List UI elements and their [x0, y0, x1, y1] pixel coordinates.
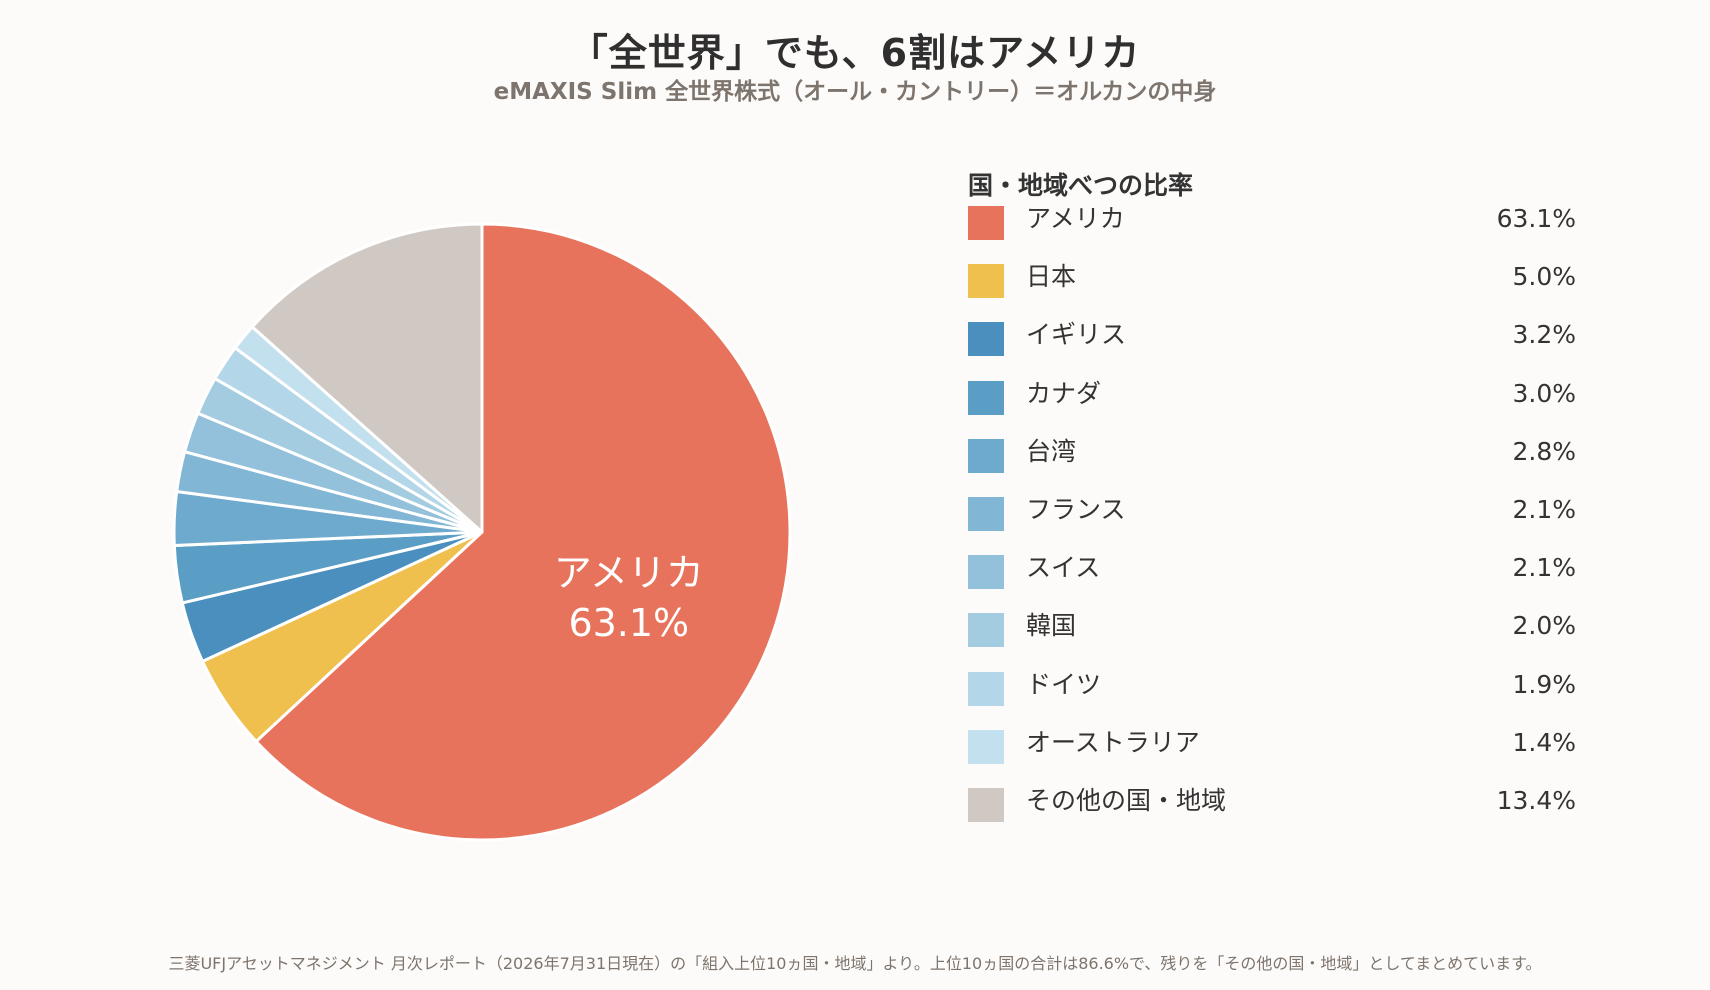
legend-title: 国・地域べつの比率: [968, 171, 1194, 200]
legend-item: その他の国・地域 13.4%: [968, 786, 1576, 822]
legend-label: 台湾: [1026, 436, 1077, 466]
legend-label: アメリカ: [1026, 204, 1125, 233]
pie-slice-11: [250, 222, 484, 534]
chart-title: 「全世界」でも、6割はアメリカ: [569, 31, 1141, 75]
legend-value: 1.4%: [1512, 727, 1576, 757]
legend-value: 3.2%: [1512, 320, 1576, 350]
legend-swatch: [968, 497, 1004, 531]
legend-value: 2.8%: [1512, 436, 1576, 466]
legend-value: 2.0%: [1512, 611, 1576, 641]
legend-item: アメリカ 63.1%: [968, 204, 1576, 240]
legend-value: 13.4%: [1496, 786, 1576, 815]
footnote: 三菱UFJアセットマネジメント 月次レポート（2026年7月31日現在）の「組入…: [168, 954, 1542, 973]
legend-value: 2.1%: [1512, 553, 1576, 583]
legend-label: 韓国: [1026, 611, 1077, 641]
legend-swatch: [968, 438, 1004, 473]
legend-label: 日本: [1026, 262, 1077, 292]
slice-label-value: 63.1%: [568, 601, 689, 645]
legend-item: フランス 2.1%: [968, 495, 1576, 531]
legend-swatch: [968, 322, 1004, 357]
legend-label: イギリス: [1026, 320, 1127, 350]
pie-chart: アメリカ 63.1%: [162, 212, 802, 852]
legend-swatch: [968, 380, 1004, 415]
legend-swatch: [968, 729, 1004, 764]
legend-value: 5.0%: [1512, 262, 1576, 292]
legend-item: ドイツ 1.9%: [968, 670, 1576, 706]
legend-item: 日本 5.0%: [968, 262, 1576, 299]
legend-label: フランス: [1026, 495, 1126, 524]
legend-item: 台湾 2.8%: [968, 437, 1576, 473]
legend-swatch: [968, 206, 1004, 240]
legend-label: スイス: [1026, 553, 1101, 583]
pie-svg: アメリカ 63.1%: [172, 222, 792, 842]
legend-item: オーストラリア 1.4%: [968, 728, 1576, 764]
legend-swatch: [968, 788, 1004, 822]
legend-item: 韓国 2.0%: [968, 611, 1576, 648]
legend-value: 2.1%: [1512, 495, 1576, 524]
legend-label: ドイツ: [1026, 669, 1102, 699]
legend-value: 3.0%: [1512, 378, 1576, 408]
legend-item: イギリス 3.2%: [968, 320, 1576, 357]
legend-swatch: [968, 613, 1004, 648]
legend-swatch: [968, 555, 1004, 590]
legend-label: カナダ: [1026, 378, 1102, 408]
legend-swatch: [968, 264, 1004, 299]
legend-item: カナダ 3.0%: [968, 379, 1576, 415]
legend-item: スイス 2.1%: [968, 553, 1576, 590]
legend-label: オーストラリア: [1026, 727, 1200, 757]
chart-subtitle: eMAXIS Slim 全世界株式（オール・カントリー）＝オルカンの中身: [493, 79, 1217, 105]
legend-value: 1.9%: [1512, 669, 1576, 699]
legend-value: 63.1%: [1496, 204, 1576, 233]
pie-slice-1: [254, 222, 792, 842]
legend-swatch: [968, 671, 1004, 706]
legend-label: その他の国・地域: [1026, 786, 1227, 815]
slice-label-name: アメリカ: [554, 551, 704, 595]
